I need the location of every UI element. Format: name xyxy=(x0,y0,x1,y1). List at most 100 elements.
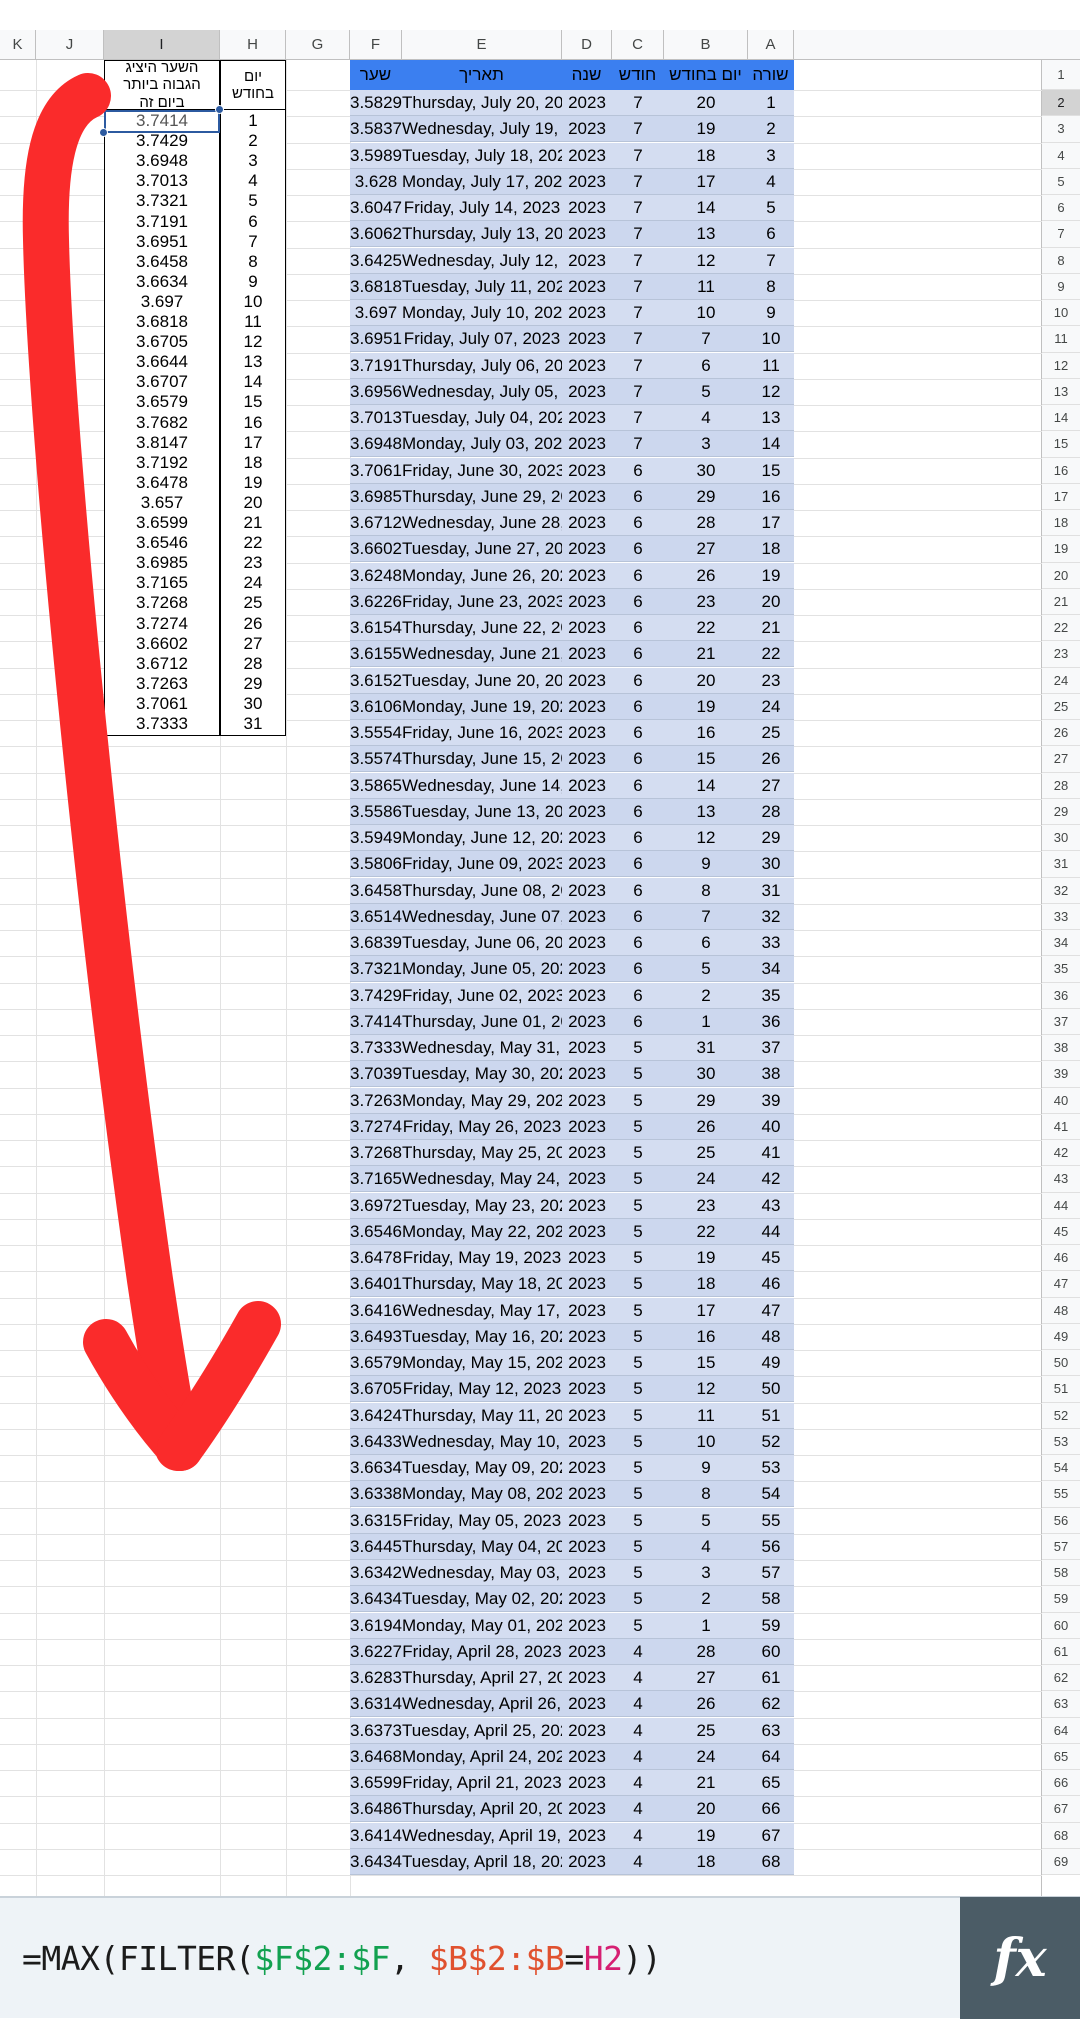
cell-c[interactable]: 5 xyxy=(612,1534,664,1560)
cell-b[interactable]: 30 xyxy=(664,1061,748,1087)
cell-f[interactable]: 3.6602 xyxy=(350,536,402,562)
cell-d[interactable]: 2023 xyxy=(562,1298,612,1324)
row-number[interactable]: 2 xyxy=(1042,90,1080,117)
cell-b[interactable]: 27 xyxy=(664,1665,748,1691)
cell-d[interactable]: 2023 xyxy=(562,878,612,904)
cell-f[interactable]: 3.6425 xyxy=(350,248,402,274)
cell-c[interactable]: 5 xyxy=(612,1114,664,1140)
row-number[interactable]: 23 xyxy=(1042,641,1080,668)
cell-c[interactable]: 6 xyxy=(612,641,664,667)
cell-e[interactable]: Friday, June 30, 2023 xyxy=(402,458,562,484)
cell-b[interactable]: 31 xyxy=(664,1035,748,1061)
cell-e[interactable]: Thursday, June 01, 2023 xyxy=(402,1009,562,1035)
cell-f[interactable]: 3.6486 xyxy=(350,1796,402,1822)
cell-e[interactable]: Monday, May 22, 2023 xyxy=(402,1219,562,1245)
cell-e[interactable]: Monday, July 10, 2023 xyxy=(402,300,562,326)
cell-a[interactable]: 45 xyxy=(748,1245,794,1271)
cell-a[interactable]: 28 xyxy=(748,799,794,825)
cell-d[interactable]: 2023 xyxy=(562,326,612,352)
cell-c[interactable]: 4 xyxy=(612,1639,664,1665)
cell-a[interactable]: 24 xyxy=(748,694,794,720)
cell-c[interactable]: 7 xyxy=(612,379,664,405)
row-number[interactable]: 68 xyxy=(1042,1822,1080,1849)
cell-b[interactable]: 19 xyxy=(664,1823,748,1849)
cell-b[interactable]: 20 xyxy=(664,1796,748,1822)
cell-e[interactable]: Tuesday, July 04, 2023 xyxy=(402,405,562,431)
cell-f[interactable]: 3.7333 xyxy=(350,1035,402,1061)
row-number[interactable]: 21 xyxy=(1042,588,1080,615)
cell-b[interactable]: 13 xyxy=(664,799,748,825)
cell-e[interactable]: Monday, June 12, 2023 xyxy=(402,825,562,851)
row-number[interactable]: 67 xyxy=(1042,1796,1080,1823)
cell-c[interactable]: 4 xyxy=(612,1770,664,1796)
cell-f[interactable]: 3.7268 xyxy=(350,1140,402,1166)
cell-a[interactable]: 30 xyxy=(748,851,794,877)
cell-a[interactable]: 6 xyxy=(748,221,794,247)
cell-e[interactable]: Wednesday, June 28, 202 xyxy=(402,510,562,536)
cell-a[interactable]: 46 xyxy=(748,1271,794,1297)
cell-d[interactable]: 2023 xyxy=(562,1823,612,1849)
cell-e[interactable]: Thursday, May 25, 2023 xyxy=(402,1140,562,1166)
cell-a[interactable]: 52 xyxy=(748,1429,794,1455)
summary-cell-rate[interactable]: 3.7333 xyxy=(104,713,220,736)
cell-c[interactable]: 5 xyxy=(612,1324,664,1350)
column-header-j[interactable]: J xyxy=(36,30,104,60)
cell-b[interactable]: 15 xyxy=(664,746,748,772)
cell-e[interactable]: Wednesday, July 19, 202 xyxy=(402,116,562,142)
cell-d[interactable]: 2023 xyxy=(562,589,612,615)
cell-e[interactable]: Friday, June 16, 2023 xyxy=(402,720,562,746)
cell-f[interactable]: 3.6106 xyxy=(350,694,402,720)
cell-c[interactable]: 7 xyxy=(612,116,664,142)
cell-b[interactable]: 2 xyxy=(664,983,748,1009)
cell-c[interactable]: 5 xyxy=(612,1455,664,1481)
summary-cell-day[interactable]: 30 xyxy=(220,693,286,716)
cell-f[interactable]: 3.6338 xyxy=(350,1481,402,1507)
cell-c[interactable]: 6 xyxy=(612,720,664,746)
row-number[interactable]: 18 xyxy=(1042,510,1080,537)
cell-c[interactable]: 5 xyxy=(612,1508,664,1534)
cell-f[interactable]: 3.6434 xyxy=(350,1849,402,1875)
cell-f[interactable]: 3.6972 xyxy=(350,1193,402,1219)
row-number[interactable]: 30 xyxy=(1042,825,1080,852)
cell-d[interactable]: 2023 xyxy=(562,1350,612,1376)
cell-c[interactable]: 5 xyxy=(612,1298,664,1324)
cell-a[interactable]: 64 xyxy=(748,1744,794,1770)
cell-a[interactable]: 31 xyxy=(748,878,794,904)
cell-c[interactable]: 6 xyxy=(612,773,664,799)
cell-b[interactable]: 19 xyxy=(664,1245,748,1271)
cell-a[interactable]: 51 xyxy=(748,1403,794,1429)
selection-handle-top[interactable] xyxy=(215,105,224,114)
cell-f[interactable]: 3.5574 xyxy=(350,746,402,772)
cell-b[interactable]: 12 xyxy=(664,825,748,851)
cell-e[interactable]: Thursday, April 20, 2023 xyxy=(402,1796,562,1822)
summary-cell-day[interactable]: 17 xyxy=(220,432,286,455)
cell-d[interactable]: 2023 xyxy=(562,1035,612,1061)
cell-c[interactable]: 5 xyxy=(612,1271,664,1297)
cell-b[interactable]: 27 xyxy=(664,536,748,562)
cell-f[interactable]: 3.5865 xyxy=(350,773,402,799)
fx-function-button[interactable]: fx xyxy=(960,1897,1080,2019)
cell-f[interactable]: 3.7414 xyxy=(350,1009,402,1035)
row-number[interactable]: 46 xyxy=(1042,1245,1080,1272)
cell-f[interactable]: 3.6248 xyxy=(350,563,402,589)
cell-f[interactable]: 3.6445 xyxy=(350,1534,402,1560)
cell-d[interactable]: 2023 xyxy=(562,851,612,877)
cell-c[interactable]: 6 xyxy=(612,589,664,615)
cell-b[interactable]: 22 xyxy=(664,615,748,641)
cell-f[interactable]: 3.7165 xyxy=(350,1166,402,1192)
cell-e[interactable]: Tuesday, May 02, 2023 xyxy=(402,1586,562,1612)
cell-b[interactable]: 9 xyxy=(664,1455,748,1481)
cell-b[interactable]: 18 xyxy=(664,1271,748,1297)
cell-a[interactable]: 23 xyxy=(748,668,794,694)
cell-f[interactable]: 3.6951 xyxy=(350,326,402,352)
cell-c[interactable]: 7 xyxy=(612,221,664,247)
cell-f[interactable]: 3.5949 xyxy=(350,825,402,851)
cell-f[interactable]: 3.6839 xyxy=(350,930,402,956)
summary-cell-day[interactable]: 11 xyxy=(220,311,286,334)
cell-b[interactable]: 6 xyxy=(664,353,748,379)
cell-c[interactable]: 5 xyxy=(612,1193,664,1219)
row-number[interactable]: 58 xyxy=(1042,1560,1080,1587)
cell-f[interactable]: 3.6315 xyxy=(350,1508,402,1534)
cell-d[interactable]: 2023 xyxy=(562,1613,612,1639)
cell-c[interactable]: 5 xyxy=(612,1586,664,1612)
